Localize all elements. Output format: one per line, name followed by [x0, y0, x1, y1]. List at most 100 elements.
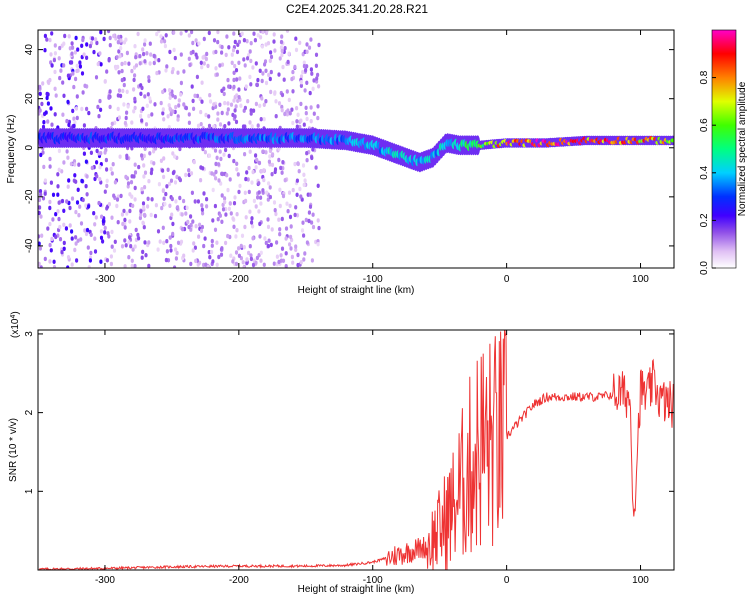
heatmap-noise-cell — [189, 214, 193, 219]
heatmap-noise-cell — [70, 236, 74, 241]
heatmap-noise-cell — [187, 56, 191, 61]
heatmap-noise-cell — [127, 61, 131, 66]
heatmap-noise-cell — [92, 211, 96, 216]
heatmap-noise-cell — [237, 189, 241, 195]
heatmap-noise-cell — [127, 255, 131, 260]
heatmap-noise-cell — [266, 217, 270, 222]
heatmap-noise-cell — [111, 162, 115, 167]
snr-xtick-label: -100 — [363, 575, 383, 586]
heatmap-noise-cell — [41, 81, 45, 86]
heatmap-noise-cell — [194, 258, 198, 264]
heatmap-noise-cell — [65, 118, 69, 124]
heatmap-noise-cell — [241, 124, 246, 129]
heatmap-noise-cell — [259, 201, 263, 206]
heatmap-noise-cell — [248, 209, 252, 214]
heatmap-noise-cell — [192, 106, 196, 112]
heatmap-noise-cell — [310, 155, 314, 161]
heatmap-noise-cell — [215, 72, 219, 77]
heatmap-noise-cell — [190, 84, 194, 89]
heatmap-noise-cell — [262, 177, 266, 183]
heatmap-noise-cell — [206, 63, 210, 69]
heatmap-noise-cell — [65, 149, 69, 154]
heatmap-noise-cell — [278, 227, 282, 232]
heatmap-noise-cell — [293, 161, 297, 167]
heatmap-noise-cell — [128, 219, 132, 224]
spectrogram-xtick-label: -300 — [95, 274, 115, 285]
heatmap-noise-cell — [261, 149, 265, 154]
heatmap-noise-cell — [38, 210, 41, 216]
heatmap-noise-cell — [158, 239, 162, 244]
heatmap-noise-cell — [222, 86, 226, 91]
heatmap-noise-cell — [248, 74, 252, 80]
heatmap-noise-cell — [310, 258, 314, 263]
heatmap-noise-cell — [253, 38, 257, 43]
heatmap-noise-cell — [291, 120, 295, 126]
heatmap-noise-cell — [286, 59, 290, 65]
heatmap-cells — [38, 30, 674, 268]
heatmap-noise-cell — [298, 40, 302, 45]
heatmap-noise-cell — [159, 100, 163, 106]
heatmap-noise-cell — [105, 183, 109, 189]
heatmap-noise-cell — [263, 62, 267, 67]
heatmap-noise-cell — [48, 205, 52, 211]
heatmap-noise-cell — [123, 60, 127, 66]
heatmap-noise-cell — [268, 185, 272, 190]
heatmap-noise-cell — [288, 214, 293, 220]
heatmap-noise-cell — [317, 84, 321, 89]
heatmap-noise-cell — [246, 56, 250, 61]
heatmap-noise-cell — [84, 231, 89, 237]
heatmap-noise-cell — [168, 95, 172, 101]
heatmap-noise-cell — [199, 60, 203, 65]
heatmap-noise-cell — [297, 169, 301, 174]
heatmap-noise-cell — [75, 200, 80, 205]
heatmap-noise-cell — [315, 76, 319, 81]
heatmap-noise-cell — [120, 244, 125, 249]
heatmap-noise-cell — [145, 103, 149, 109]
heatmap-noise-cell — [53, 51, 58, 56]
heatmap-noise-cell — [305, 158, 309, 163]
heatmap-noise-cell — [169, 248, 173, 253]
heatmap-noise-cell — [314, 165, 318, 170]
heatmap-noise-cell — [269, 89, 273, 95]
heatmap-noise-cell — [114, 66, 118, 71]
heatmap-noise-cell — [40, 101, 44, 107]
heatmap-noise-cell — [96, 61, 100, 67]
heatmap-noise-cell — [146, 92, 150, 97]
heatmap-noise-cell — [203, 236, 207, 241]
heatmap-noise-cell — [132, 77, 136, 83]
heatmap-noise-cell — [49, 52, 53, 57]
heatmap-noise-cell — [200, 99, 204, 104]
heatmap-noise-cell — [88, 258, 92, 263]
heatmap-noise-cell — [244, 176, 248, 182]
heatmap-noise-cell — [93, 236, 97, 241]
heatmap-noise-cell — [242, 38, 246, 43]
heatmap-noise-cell — [301, 220, 305, 225]
heatmap-noise-cell — [81, 90, 85, 95]
heatmap-noise-cell — [169, 178, 174, 183]
heatmap-noise-cell — [42, 164, 46, 170]
spectrogram-xlabel: Height of straight line (km) — [298, 285, 415, 296]
heatmap-noise-cell — [67, 34, 71, 39]
heatmap-noise-cell — [191, 219, 195, 224]
heatmap-noise-cell — [298, 124, 302, 130]
heatmap-noise-cell — [192, 241, 196, 246]
heatmap-noise-cell — [66, 255, 71, 260]
heatmap-noise-cell — [283, 111, 287, 117]
heatmap-noise-cell — [74, 76, 78, 82]
heatmap-noise-cell — [232, 31, 236, 36]
heatmap-noise-cell — [174, 104, 178, 110]
heatmap-noise-cell — [266, 41, 271, 46]
heatmap-noise-cell — [131, 203, 135, 208]
heatmap-noise-cell — [289, 246, 293, 251]
heatmap-noise-cell — [152, 149, 156, 154]
heatmap-noise-cell — [53, 112, 57, 117]
heatmap-noise-cell — [70, 51, 74, 56]
heatmap-noise-cell — [316, 115, 320, 121]
heatmap-noise-cell — [226, 77, 230, 83]
heatmap-noise-cell — [163, 43, 167, 49]
heatmap-noise-cell — [142, 51, 146, 57]
heatmap-noise-cell — [239, 243, 243, 249]
heatmap-noise-cell — [116, 106, 120, 112]
heatmap-noise-cell — [307, 210, 311, 215]
heatmap-noise-cell — [141, 220, 145, 225]
